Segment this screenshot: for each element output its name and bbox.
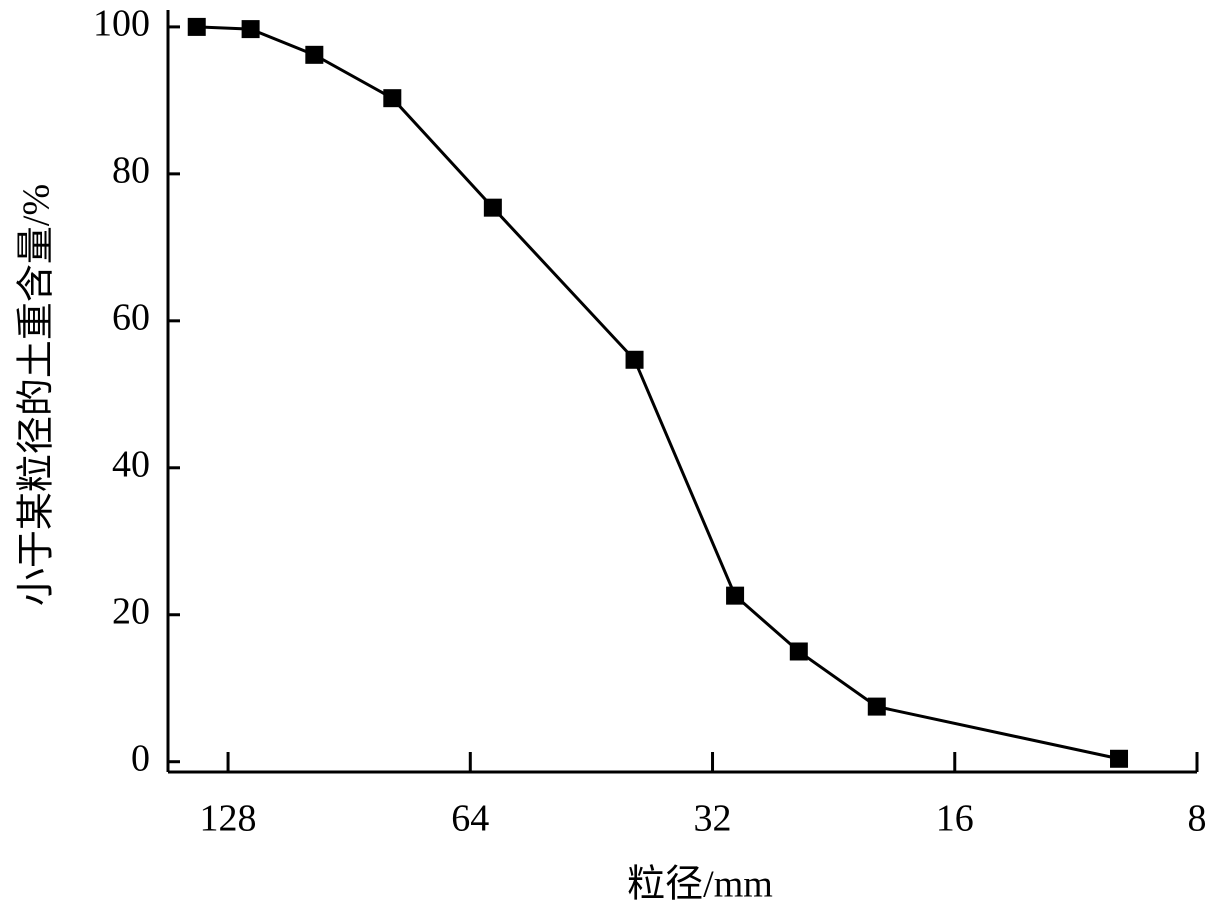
x-tick-label: 32 bbox=[694, 798, 732, 840]
y-axis-label: 小于某粒径的土重含量/% bbox=[16, 184, 58, 606]
marker bbox=[1110, 749, 1129, 768]
marker bbox=[625, 350, 644, 369]
x-tick-label: 8 bbox=[1188, 798, 1207, 840]
marker bbox=[867, 697, 886, 716]
y-tick-label: 80 bbox=[112, 150, 150, 192]
marker bbox=[383, 89, 402, 108]
y-tick-label: 0 bbox=[131, 737, 150, 779]
x-tick-label: 128 bbox=[200, 798, 257, 840]
y-tick-label: 100 bbox=[93, 3, 150, 45]
y-tick-label: 20 bbox=[112, 590, 150, 632]
x-tick-label: 16 bbox=[936, 798, 974, 840]
y-tick-label: 40 bbox=[112, 444, 150, 486]
x-tick-label: 64 bbox=[451, 798, 489, 840]
data-line bbox=[196, 25, 1120, 761]
marker bbox=[305, 45, 324, 64]
y-tick-label: 60 bbox=[112, 297, 150, 339]
marker bbox=[187, 17, 206, 36]
marker bbox=[241, 20, 260, 39]
marker bbox=[789, 642, 808, 661]
marker bbox=[483, 198, 502, 217]
x-axis-label: 粒径/mm bbox=[627, 864, 773, 906]
marker bbox=[726, 586, 745, 605]
